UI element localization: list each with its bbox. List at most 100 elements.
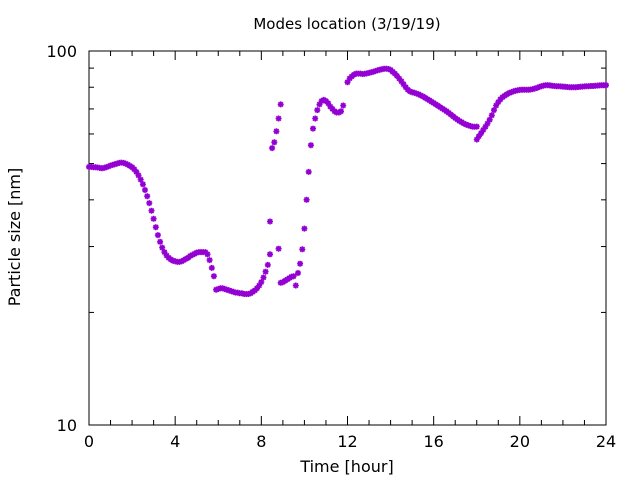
data-point	[338, 108, 344, 115]
y-tick-label: 10	[57, 416, 77, 435]
x-axis-label: Time [hour]	[299, 457, 393, 476]
data-point	[344, 79, 351, 86]
plot-frame	[88, 50, 607, 426]
data-point	[137, 176, 144, 183]
data-point	[400, 81, 407, 88]
data-point	[267, 251, 273, 258]
data-point	[144, 193, 151, 200]
y-tick-label: 100	[46, 42, 77, 61]
data-point	[271, 139, 278, 146]
data-point	[301, 225, 308, 232]
data-point	[316, 101, 323, 108]
data-point	[484, 120, 491, 127]
data-point	[473, 136, 480, 143]
data-point	[256, 282, 263, 289]
data-point	[142, 187, 148, 193]
data-point	[478, 130, 485, 137]
data-point	[152, 224, 159, 231]
data-point	[493, 102, 500, 109]
y-axis-label: Particle size [nm]	[5, 168, 24, 307]
data-point	[506, 90, 513, 96]
y-axis-ticks: 10 100	[46, 42, 606, 435]
data-point	[154, 232, 161, 239]
data-point	[133, 168, 140, 175]
data-point	[290, 273, 297, 280]
data-point	[254, 285, 260, 292]
data-point	[297, 260, 304, 267]
x-tick-label: 8	[256, 432, 266, 451]
data-point	[161, 249, 168, 256]
data-point	[413, 90, 420, 97]
data-point	[475, 133, 482, 140]
x-tick-label: 20	[510, 432, 530, 451]
data-point	[491, 107, 497, 114]
data-point	[260, 274, 267, 281]
data-point	[329, 105, 336, 112]
data-point	[148, 207, 155, 214]
data-point	[325, 100, 332, 107]
data-point	[206, 257, 213, 264]
data-point	[370, 68, 377, 75]
data-point	[230, 288, 237, 295]
data-point	[463, 121, 469, 128]
data-point	[146, 200, 153, 207]
data-point	[135, 172, 142, 179]
data-point	[340, 102, 347, 109]
data-point	[139, 181, 146, 188]
data-point	[327, 103, 334, 110]
data-point	[310, 125, 316, 132]
x-tick-label: 0	[84, 432, 94, 451]
data-point	[210, 273, 217, 280]
data-point	[398, 78, 405, 85]
data-point	[157, 238, 164, 245]
data-point	[391, 70, 398, 77]
x-tick-label: 12	[337, 432, 357, 451]
data-point	[603, 82, 609, 89]
data-point	[204, 251, 211, 258]
data-point	[267, 218, 273, 225]
data-point	[486, 116, 493, 123]
data-point	[312, 115, 319, 122]
data-point	[482, 123, 489, 130]
data-point	[262, 268, 269, 275]
data-point	[536, 84, 543, 90]
data-point	[299, 246, 306, 253]
data-point	[495, 99, 502, 106]
data-point	[258, 279, 265, 286]
data-point	[488, 112, 495, 119]
data-point	[305, 168, 312, 175]
data-point	[480, 127, 487, 133]
data-point	[292, 282, 299, 289]
data-point	[460, 120, 467, 127]
data-point	[385, 66, 392, 72]
x-tick-label: 4	[170, 432, 180, 451]
data-point	[150, 215, 157, 222]
x-tick-label: 24	[596, 432, 616, 451]
data-point	[264, 261, 271, 268]
data-point	[534, 84, 541, 91]
x-axis-ticks: 0 4 8 12 16 20 24	[84, 51, 616, 451]
data-point	[269, 145, 276, 152]
data-point	[394, 72, 400, 79]
data-point	[275, 115, 282, 122]
data-point	[122, 160, 129, 167]
data-point	[159, 244, 166, 251]
data-points	[86, 65, 609, 297]
data-point	[473, 123, 480, 130]
data-point	[307, 142, 314, 149]
data-point	[402, 84, 409, 91]
data-point	[277, 101, 284, 108]
data-point	[131, 166, 138, 173]
data-point	[314, 107, 321, 114]
data-point	[208, 264, 215, 271]
chart-title: Modes location (3/19/19)	[253, 15, 440, 33]
data-point	[275, 245, 282, 252]
x-tick-label: 16	[423, 432, 443, 451]
data-point	[396, 75, 403, 82]
data-point	[497, 96, 504, 103]
data-point	[417, 92, 424, 99]
data-point	[295, 270, 301, 276]
data-point	[273, 128, 280, 135]
data-point	[303, 196, 310, 203]
